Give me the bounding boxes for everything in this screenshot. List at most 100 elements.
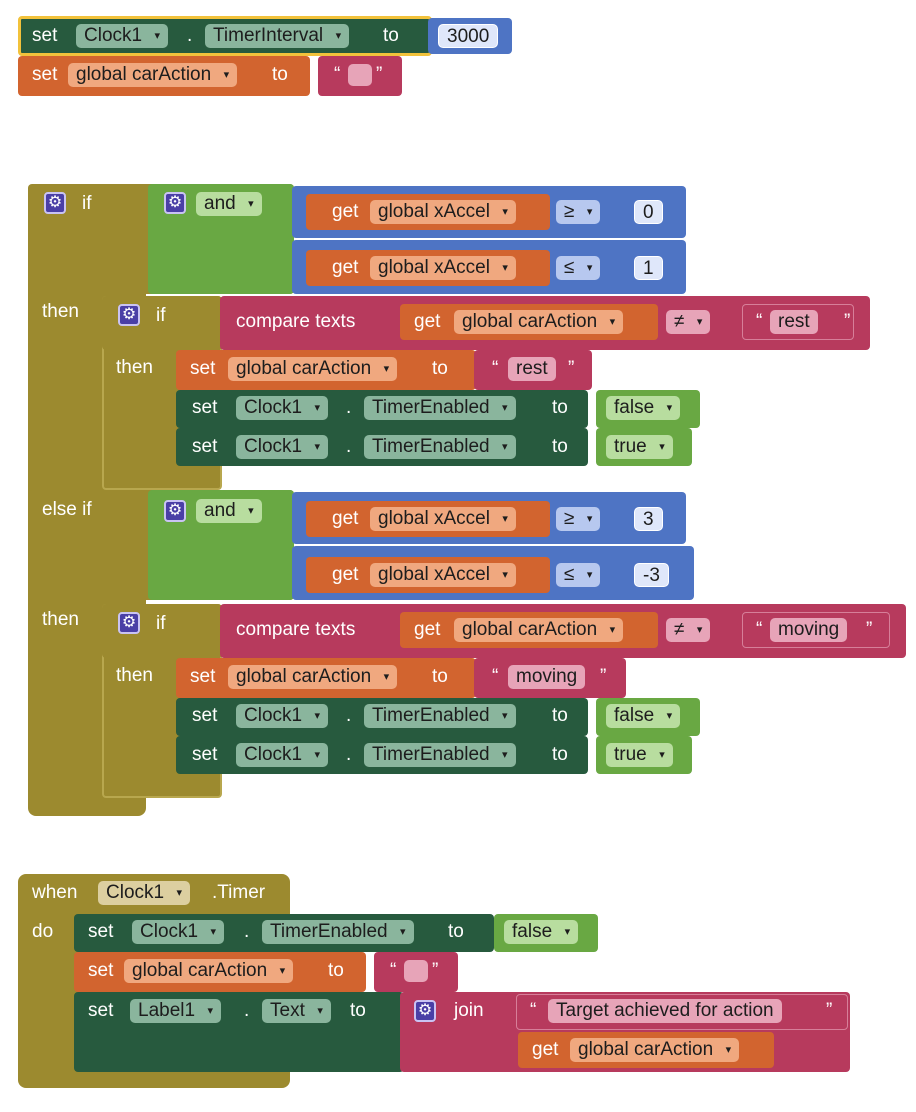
set-keyword: set [192,397,218,418]
dropdown-arrow-icon: ▾ [586,206,593,218]
dropdown-arrow-icon: ▾ [502,262,508,274]
variable-dropdown[interactable]: global carAction ▾ [454,310,624,334]
variable-dropdown[interactable]: global carAction ▾ [124,959,294,983]
dot-label: . [346,705,352,726]
variable-name: global carAction [132,960,268,981]
number-value[interactable]: 3000 [438,24,499,48]
property-dropdown[interactable]: TimerEnabled ▾ [364,435,516,459]
set-keyword: set [190,666,216,687]
to-keyword: to [552,397,568,418]
variable-name: global carAction [462,311,598,332]
dropdown-arrow-icon: ▾ [666,402,673,414]
dropdown-arrow-icon: ▾ [586,513,593,525]
empty-text-field[interactable] [404,960,428,982]
boolean-dropdown[interactable]: false ▾ [606,704,681,728]
component-dropdown[interactable]: Clock1 ▾ [236,743,329,767]
operator-dropdown[interactable]: ≥ ▾ [556,507,601,531]
text-compare-operator-dropdown[interactable]: ≠ ▾ [666,618,711,642]
operator-symbol: ≤ [564,564,575,585]
get-keyword: get [532,1039,559,1060]
gear-icon[interactable]: ⚙ [164,192,186,214]
compare-texts-label: compare texts [236,311,356,332]
component-dropdown[interactable]: Clock1 ▾ [236,704,329,728]
boolean-dropdown[interactable]: false ▾ [606,396,681,420]
variable-dropdown[interactable]: global carAction ▾ [228,357,398,381]
variable-dropdown[interactable]: global carAction ▾ [454,618,624,642]
variable-dropdown[interactable]: global xAccel ▾ [370,507,516,531]
component-name: Clock1 [244,705,303,726]
variable-dropdown[interactable]: global xAccel ▾ [370,563,516,587]
to-keyword: to [383,25,399,46]
operator-symbol: ≥ [564,201,575,222]
empty-text-field[interactable] [348,64,372,86]
set-keyword: set [88,960,114,981]
and-dropdown[interactable]: and ▾ [196,192,262,216]
text-value[interactable]: moving [770,618,848,642]
set-label-text-block[interactable] [74,992,404,1072]
operator-symbol: ≥ [564,508,575,529]
open-quote: “ [530,1000,537,1021]
component-dropdown[interactable]: Label1 ▾ [130,999,222,1023]
property-dropdown[interactable]: TimerEnabled ▾ [364,743,516,767]
number-value[interactable]: 0 [634,200,663,224]
property-dropdown[interactable]: TimerInterval ▾ [205,24,350,48]
variable-dropdown[interactable]: global carAction ▾ [570,1038,740,1062]
variable-dropdown[interactable]: global xAccel ▾ [370,256,516,280]
property-dropdown[interactable]: TimerEnabled ▾ [262,920,414,944]
property-name: TimerInterval [213,25,324,46]
boolean-dropdown[interactable]: true ▾ [606,435,673,459]
variable-dropdown[interactable]: global carAction ▾ [68,63,238,87]
close-quote: ” [432,960,439,981]
gear-icon[interactable]: ⚙ [118,612,140,634]
variable-name: global carAction [76,64,212,85]
text-value[interactable]: Target achieved for action [548,999,782,1023]
variable-name: global carAction [462,619,598,640]
set-keyword: set [192,744,218,765]
set-keyword: set [88,921,114,942]
property-dropdown[interactable]: Text ▾ [262,999,331,1023]
number-value[interactable]: 1 [634,256,663,280]
component-dropdown[interactable]: Clock1 ▾ [236,396,329,420]
operator-dropdown[interactable]: ≥ ▾ [556,200,601,224]
number-value[interactable]: 3 [634,507,663,531]
dropdown-arrow-icon: ▾ [176,887,183,899]
gear-icon[interactable]: ⚙ [414,1000,436,1022]
property-name: TimerEnabled [372,397,490,418]
property-name: TimerEnabled [270,921,388,942]
text-value[interactable]: rest [508,357,556,381]
and-label: and [204,500,236,521]
operator-dropdown[interactable]: ≤ ▾ [556,563,601,587]
event-name: .Timer [212,882,266,903]
and-dropdown[interactable]: and ▾ [196,499,262,523]
dot-label: . [244,921,250,942]
component-dropdown[interactable]: Clock1 ▾ [132,920,225,944]
dropdown-arrow-icon: ▾ [383,671,390,683]
component-dropdown[interactable]: Clock1 ▾ [236,435,329,459]
property-dropdown[interactable]: TimerEnabled ▾ [364,704,516,728]
set-keyword: set [32,64,58,85]
property-name: TimerEnabled [372,436,490,457]
property-dropdown[interactable]: TimerEnabled ▾ [364,396,516,420]
text-compare-operator-dropdown[interactable]: ≠ ▾ [666,310,711,334]
boolean-dropdown[interactable]: true ▾ [606,743,673,767]
gear-icon[interactable]: ⚙ [164,500,186,522]
variable-dropdown[interactable]: global xAccel ▾ [370,200,516,224]
variable-dropdown[interactable]: global carAction ▾ [228,665,398,689]
number-value[interactable]: -3 [634,563,669,587]
operator-dropdown[interactable]: ≤ ▾ [556,256,601,280]
event-component-dropdown[interactable]: Clock1 ▾ [98,881,191,905]
to-keyword: to [328,960,344,981]
component-name: Clock1 [244,436,303,457]
set-keyword: set [192,436,218,457]
variable-name: global xAccel [378,564,490,585]
dropdown-arrow-icon: ▾ [609,624,616,636]
dropdown-arrow-icon: ▾ [314,710,321,722]
component-dropdown[interactable]: Clock1 ▾ [76,24,169,48]
dropdown-arrow-icon: ▾ [725,1044,732,1056]
text-value[interactable]: rest [770,310,818,334]
gear-icon[interactable]: ⚙ [44,192,66,214]
text-value[interactable]: moving [508,665,586,689]
get-keyword: get [414,619,441,640]
boolean-dropdown[interactable]: false ▾ [504,920,579,944]
gear-icon[interactable]: ⚙ [118,304,140,326]
